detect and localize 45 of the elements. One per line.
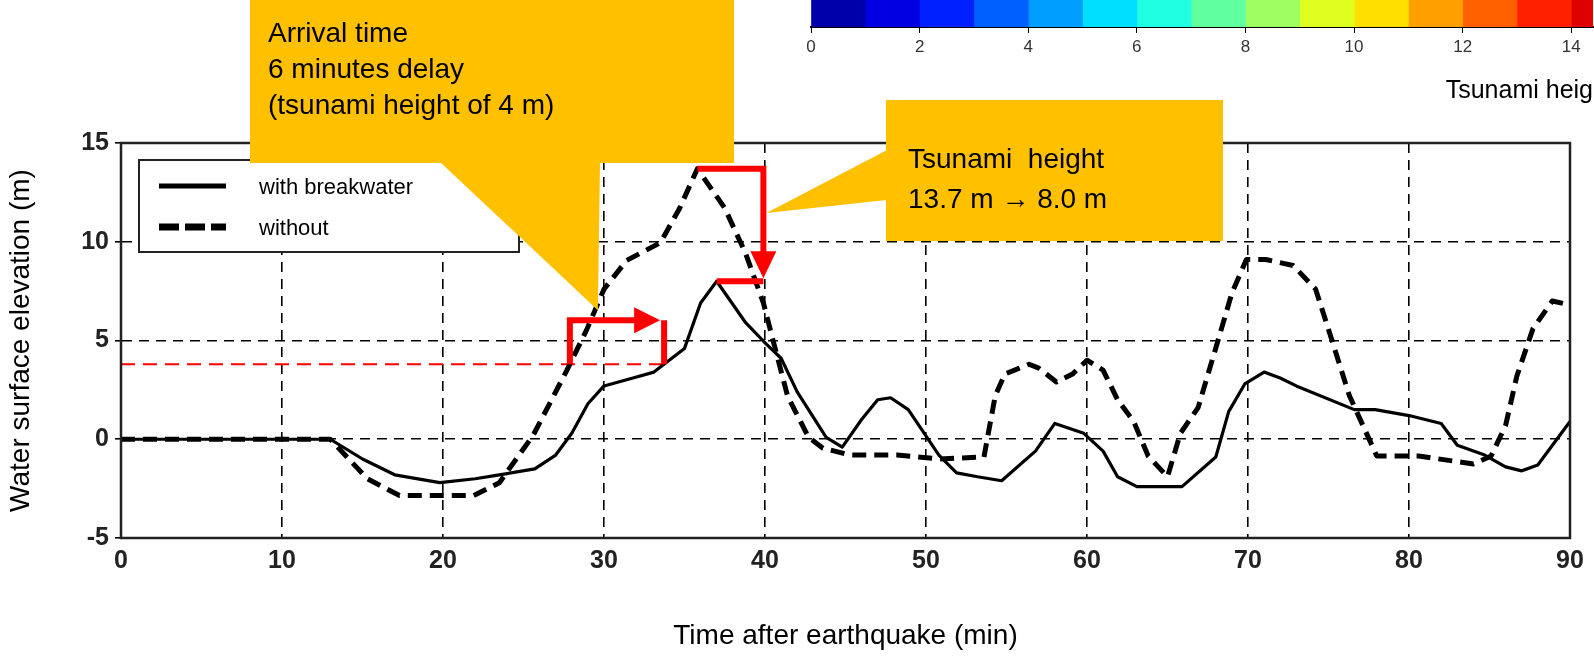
x-tick-label: 8 (1240, 36, 1251, 56)
x-tick-label: 50 (912, 544, 940, 573)
bar (973, 0, 1029, 27)
x-tick-label: 30 (590, 544, 618, 573)
x-tick-label: 6 (1132, 36, 1142, 56)
annotation: Tsunami height 13.7 m → 8.0 m (908, 143, 1108, 214)
bar (811, 0, 866, 27)
bar (1462, 0, 1518, 27)
x-tick-label: 0 (114, 544, 128, 573)
x-tick-label: 12 (1453, 36, 1473, 56)
bar (1136, 0, 1192, 27)
bar (864, 0, 920, 27)
x-tick-label: 2 (914, 36, 925, 56)
x-axis-title: Tsunami heig (1445, 74, 1593, 103)
bar (1299, 0, 1355, 27)
bar (1570, 0, 1593, 27)
x-tick-label: 10 (1344, 36, 1364, 56)
y-axis-title: Water surface elevation (m) (3, 169, 35, 512)
x-tick-label: 60 (1073, 544, 1101, 573)
bar (1245, 0, 1301, 27)
x-tick-label: 14 (1561, 36, 1581, 56)
y-tick-label: -5 (86, 521, 110, 550)
x-tick-label: 10 (268, 544, 296, 573)
text: Arrival time 6 minutes delay (tsunami height of 4 m) (268, 17, 555, 120)
bar (1027, 0, 1083, 27)
x-tick-label: 40 (751, 544, 779, 573)
bar (1408, 0, 1463, 27)
x-axis-title: Time after earthquake (min) (673, 618, 1018, 650)
x-tick-label: 70 (1234, 544, 1262, 573)
bar (1082, 0, 1138, 27)
bar (919, 0, 975, 27)
x-tick-label: 80 (1395, 544, 1423, 573)
x-tick-label: 90 (1556, 544, 1584, 573)
y-tick-label: 15 (81, 126, 110, 155)
legend-label: with breakwater (258, 174, 414, 200)
bar (1516, 0, 1572, 27)
bar (1190, 0, 1246, 27)
x-tick-label: 0 (806, 36, 816, 56)
x-tick-label: 4 (1023, 36, 1033, 56)
y-tick-label: 5 (95, 324, 110, 353)
bar (1353, 0, 1409, 27)
legend-label: without (258, 215, 329, 241)
y-tick-label: 10 (81, 225, 109, 254)
x-tick-label: 20 (429, 544, 457, 573)
y-tick-label: 0 (95, 423, 109, 452)
